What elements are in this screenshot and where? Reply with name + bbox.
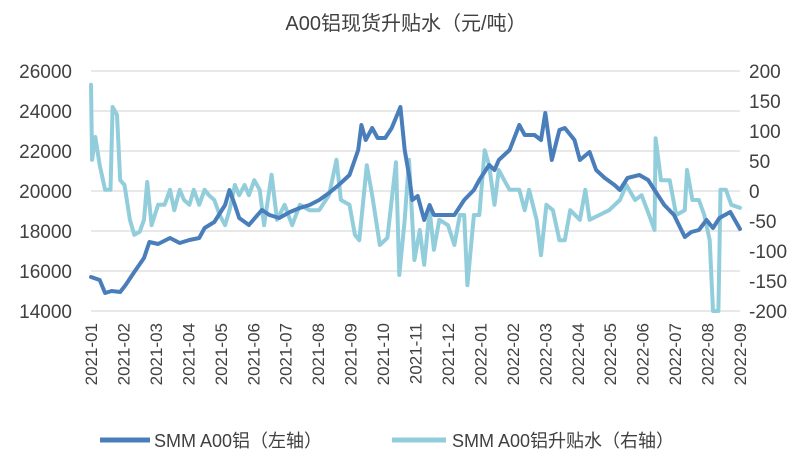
x-axis-tick-label: 2021-12 — [439, 323, 458, 385]
right-axis-tick-label: 100 — [749, 122, 781, 143]
right-axis-tick-label: 200 — [749, 62, 781, 83]
series-line-premium — [89, 82, 742, 313]
left-axis-tick-label: 18000 — [19, 222, 72, 243]
left-axis-tick-label: 16000 — [19, 262, 72, 283]
right-axis-tick-label: -100 — [749, 242, 787, 263]
series-line-aluminum-price — [89, 105, 742, 295]
right-axis-ticks: -200 -150 -100 -50 0 50 100 150 200 — [749, 62, 787, 323]
right-axis-tick-label: -50 — [749, 212, 776, 233]
x-axis-tick-label: 2021-05 — [212, 323, 231, 385]
left-axis-tick-label: 14000 — [19, 302, 72, 323]
legend-label-aluminum-price: SMM A00铝（左轴） — [154, 431, 322, 451]
left-axis-tick-label: 26000 — [19, 62, 72, 83]
x-axis-ticks: 2021-01 2021-02 2021-03 2021-04 2021-05 2021-… — [82, 323, 750, 385]
x-axis-tick-label: 2022-06 — [634, 323, 653, 385]
right-axis-tick-label: 50 — [749, 152, 770, 173]
right-axis-tick-label: 150 — [749, 92, 781, 113]
x-axis-tick-label: 2021-02 — [114, 323, 133, 385]
x-axis-tick-label: 2021-08 — [309, 323, 328, 385]
x-axis-tick-label: 2021-09 — [342, 323, 361, 385]
legend: SMM A00铝（左轴） SMM A00铝升贴水（右轴） — [100, 431, 674, 451]
x-axis-tick-label: 2022-08 — [699, 323, 718, 385]
x-axis-tick-label: 2022-01 — [471, 323, 490, 385]
left-axis-tick-label: 24000 — [19, 102, 72, 123]
x-axis-tick-label: 2021-04 — [179, 323, 198, 385]
legend-label-premium: SMM A00铝升贴水（右轴） — [452, 431, 674, 451]
right-axis-tick-label: -150 — [749, 272, 787, 293]
gridlines — [91, 70, 740, 312]
x-axis-tick-label: 2021-06 — [244, 323, 263, 385]
series-lines — [89, 82, 742, 313]
right-axis-tick-label: 0 — [749, 182, 760, 203]
chart-title: A00铝现货升贴水（元/吨） — [285, 12, 526, 35]
left-axis-tick-label: 20000 — [19, 182, 72, 203]
x-axis-tick-label: 2021-03 — [147, 323, 166, 385]
x-axis-tick-label: 2021-10 — [374, 323, 393, 385]
right-axis-tick-label: -200 — [749, 302, 787, 323]
left-axis-ticks: 14000 16000 18000 20000 22000 24000 26000 — [19, 62, 72, 323]
x-axis-tick-label: 2022-03 — [536, 323, 555, 385]
x-axis-tick-label: 2022-04 — [569, 323, 588, 385]
x-axis-tick-label: 2022-07 — [666, 323, 685, 385]
x-axis-tick-label: 2022-02 — [504, 323, 523, 385]
x-axis-tick-label: 2021-07 — [277, 323, 296, 385]
x-axis-tick-label: 2021-01 — [82, 323, 101, 385]
x-axis-tick-label: 2022-05 — [601, 323, 620, 385]
x-axis-tick-label: 2021-11 — [407, 323, 426, 384]
left-axis-tick-label: 22000 — [19, 142, 72, 163]
x-axis-tick-label: 2022-09 — [731, 323, 750, 385]
